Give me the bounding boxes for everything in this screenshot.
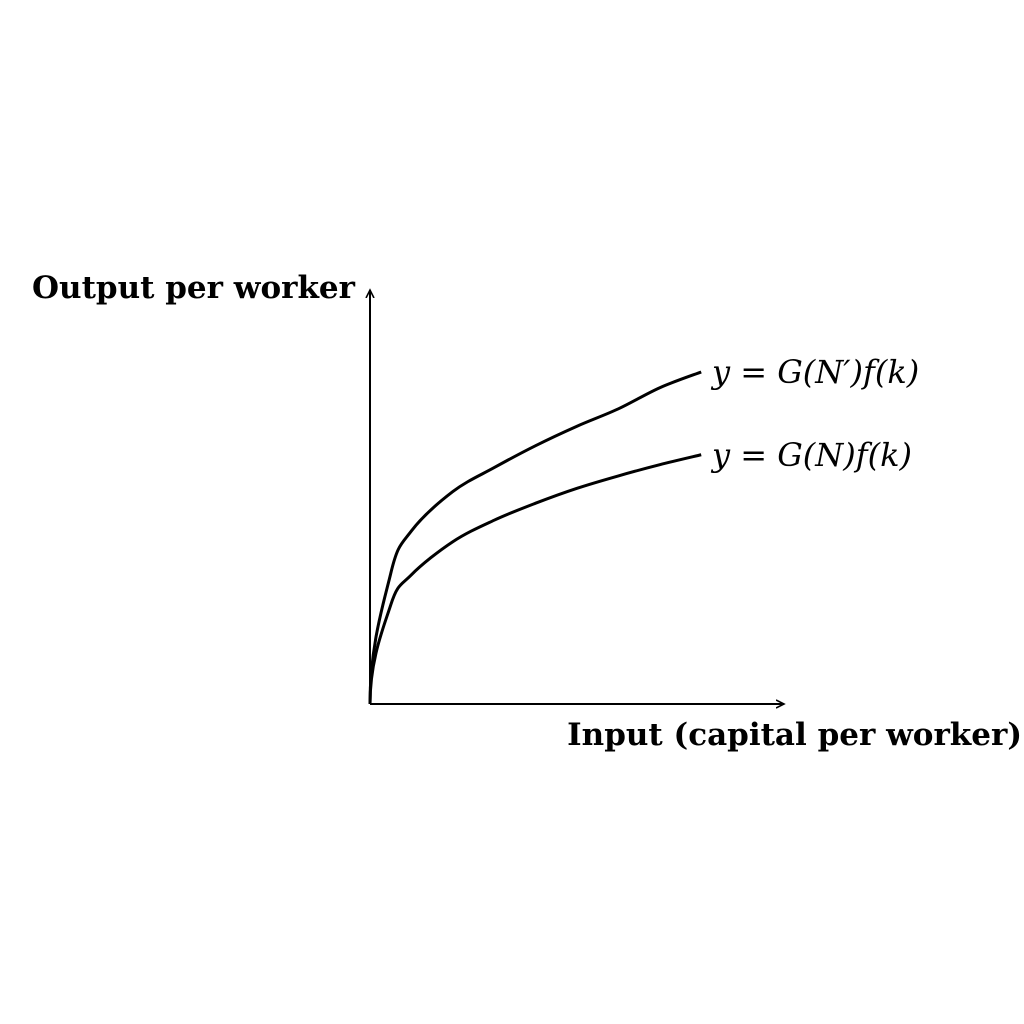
y-axis-title: Output per worker: [32, 270, 356, 306]
x-axis-title: Input (capital per worker): [567, 717, 1022, 753]
curve-g-n: [368, 453, 702, 705]
curve-label-g-n: y = G(N)f(k): [710, 436, 912, 474]
curve-label-g-n-prime: y = G(N′)f(k): [710, 353, 919, 391]
curve-g-n-prime: [368, 370, 702, 705]
